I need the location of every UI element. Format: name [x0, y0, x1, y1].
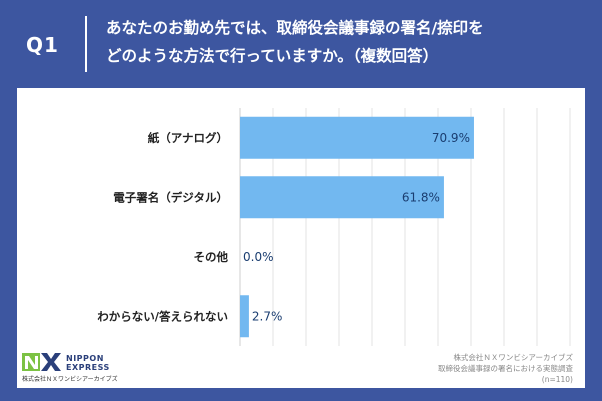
question-line-1: あなたのお勤め先では、取締役会議事録の署名/捺印を: [106, 19, 484, 37]
header-divider: [85, 16, 87, 72]
category-label-2: その他: [194, 250, 229, 264]
logo-text-nippon: NIPPON: [66, 354, 104, 363]
question-line-2: どのような方法で行っていますか。（複数回答）: [106, 47, 439, 65]
source-note: 株式会社ＮＸワンビシアーカイブズ 取締役会議事録の署名における実態調査 (n=1…: [438, 352, 573, 385]
nx-logo-icon: [22, 353, 61, 371]
bars: [240, 116, 474, 338]
category-label-0: 紙（アナログ）: [148, 131, 228, 145]
bar-1: [240, 176, 444, 219]
chart-panel: 紙（アナログ） 70.9% 電子署名（デジタル） 61.8% その他 0.0% わからない/…: [17, 88, 585, 388]
category-label-3: わからない/答えられない: [97, 309, 228, 323]
source-line-2: 取締役会議事録の署名における実態調査: [438, 364, 573, 373]
category-label-1: 電子署名（デジタル）: [113, 190, 228, 204]
bar-chart: 紙（アナログ） 70.9% 電子署名（デジタル） 61.8% その他 0.0% わからない/…: [97, 108, 571, 346]
value-label-0: 70.9%: [432, 131, 470, 145]
bar-0: [240, 116, 474, 159]
value-label-3: 2.7%: [252, 309, 283, 323]
source-sample-size: (n=110): [541, 375, 573, 384]
question-text: あなたのお勤め先では、取締役会議事録の署名/捺印を どのような方法で行っています…: [106, 14, 586, 70]
header: Q1 あなたのお勤め先では、取締役会議事録の署名/捺印を どのような方法で行って…: [0, 0, 602, 86]
bar-3: [240, 295, 249, 338]
value-label-1: 61.8%: [402, 190, 440, 204]
labels: 紙（アナログ） 70.9% 電子署名（デジタル） 61.8% その他 0.0% わからない/…: [97, 131, 470, 324]
company-logo: NIPPON EXPRESS 株式会社ＮＸワンビシアーカイブズ: [22, 352, 182, 386]
logo-company-name: 株式会社ＮＸワンビシアーカイブズ: [22, 376, 118, 383]
value-label-2: 0.0%: [243, 250, 274, 264]
logo-text-express: EXPRESS: [66, 363, 110, 372]
question-number: Q1: [26, 33, 59, 57]
source-line-1: 株式会社ＮＸワンビシアーカイブズ: [453, 353, 573, 362]
